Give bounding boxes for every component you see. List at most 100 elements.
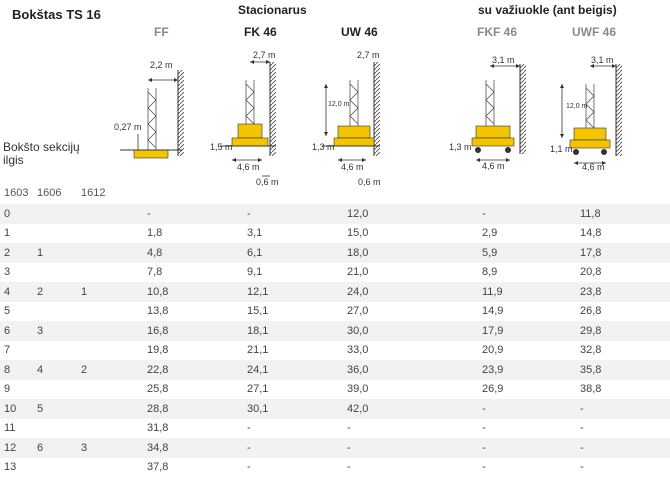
tower-diagrams: 2,2 m 0,27 m 2,7 m 1,5 m 4,6 m 0,6 m [114, 50, 622, 187]
table-cell: 2,9 [482, 223, 580, 243]
table-cell: - [347, 457, 482, 477]
table-cell: - [482, 399, 580, 419]
table-cell: 2 [0, 243, 37, 263]
table-cell: 8 [0, 360, 37, 380]
table-cell: - [482, 204, 580, 224]
table-cell: 1 [81, 282, 147, 302]
row-label: Bokšto sekcijų ilgis [3, 141, 80, 167]
table-cell: 5 [0, 301, 37, 321]
table-cell: 28,8 [147, 399, 247, 419]
table-cell: 2 [37, 282, 81, 302]
table-cell: 34,8 [147, 438, 247, 458]
table-cell: - [147, 204, 247, 224]
table-cell: - [482, 418, 580, 438]
table-cell: 6 [37, 438, 81, 458]
table-cell [37, 223, 81, 243]
col-fkf46: FKF 46 [477, 25, 518, 39]
fkf-base-label: 4,6 m [482, 161, 505, 171]
table-cell [81, 418, 147, 438]
table-cell: 12,1 [247, 282, 347, 302]
table-cell: 4 [0, 282, 37, 302]
uw-base-label: 4,6 m [341, 162, 364, 172]
table-cell: 27,1 [247, 379, 347, 399]
row-label-line1: Bokšto sekcijų [3, 140, 80, 154]
fkf-height-label: 1,3 m [449, 142, 472, 152]
group-mobile: su važiuokle (ant beigis) [478, 3, 617, 17]
table-cell: 4,8 [147, 243, 247, 263]
table-cell: 23,9 [482, 360, 580, 380]
table-cell: 21,0 [347, 262, 482, 282]
table-cell: - [482, 438, 580, 458]
table-cell: 14,8 [580, 223, 670, 243]
table-cell: 1,8 [147, 223, 247, 243]
table-cell [37, 204, 81, 224]
table-row: 7 19,8 21,1 33,0 20,9 32,8 [0, 340, 670, 360]
table-row: 0- -12,0-11,8 [0, 204, 670, 224]
table-row: 8 4 2 22,8 24,1 36,0 23,9 35,8 [0, 360, 670, 380]
uwf-height-label: 1,1 m [550, 144, 573, 154]
table-cell: - [580, 418, 670, 438]
table-cell [37, 379, 81, 399]
table-cell [81, 340, 147, 360]
table-cell: 12,0 [347, 204, 482, 224]
table-cell: 24,0 [347, 282, 482, 302]
table-cell [81, 262, 147, 282]
uw-width-label: 2,7 m [357, 50, 380, 60]
table-cell: 31,8 [147, 418, 247, 438]
table-cell: 3 [81, 438, 147, 458]
page-title: Bokštas TS 16 [12, 7, 101, 22]
table-cell: 23,8 [580, 282, 670, 302]
table-cell: 18,0 [347, 243, 482, 263]
table-cell: 15,0 [347, 223, 482, 243]
height-table: 0- -12,0-11,8 1 1,8 3,1 15,0 2,9 14,8 2 1 4,8 6,1 18… [0, 204, 670, 477]
table-cell: 10 [0, 399, 37, 419]
table-row: 4 2 1 10,8 12,1 24,0 11,9 23,8 [0, 282, 670, 302]
table-cell: 2 [81, 360, 147, 380]
section-1612: 1612 [81, 187, 106, 199]
table-cell: 22,8 [147, 360, 247, 380]
table-cell: 8,9 [482, 262, 580, 282]
table-cell: - [580, 399, 670, 419]
table-cell: 18,1 [247, 321, 347, 341]
table-cell: 15,1 [247, 301, 347, 321]
table-cell: 30,1 [247, 399, 347, 419]
table-cell: 13 [0, 457, 37, 477]
table-cell [81, 243, 147, 263]
table-cell: 29,8 [580, 321, 670, 341]
fk-width-label: 2,7 m [253, 50, 276, 60]
table-cell: 11,9 [482, 282, 580, 302]
table-cell: 1 [37, 243, 81, 263]
table-cell [81, 399, 147, 419]
table-cell: 19,8 [147, 340, 247, 360]
table-cell: 5,9 [482, 243, 580, 263]
table-cell: 17,8 [580, 243, 670, 263]
table-row: 13 37,8- - - - [0, 457, 670, 477]
row-label-line2: ilgis [3, 153, 24, 167]
table-cell: 6,1 [247, 243, 347, 263]
table-cell: 9,1 [247, 262, 347, 282]
table-cell [81, 379, 147, 399]
fk-height-label: 1,5 m [210, 142, 233, 152]
table-cell: 20,9 [482, 340, 580, 360]
table-row: 5 13,8 15,1 27,0 14,9 26,8 [0, 301, 670, 321]
col-uw46: UW 46 [341, 25, 378, 39]
table-cell: 7 [0, 340, 37, 360]
table-cell [81, 204, 147, 224]
table-cell [81, 223, 147, 243]
uwf-width-label: 3,1 m [591, 55, 614, 65]
table-cell: 7,8 [147, 262, 247, 282]
diagram-fk46 [220, 60, 276, 177]
table-cell [37, 340, 81, 360]
table-row: 11 31,8- - - - [0, 418, 670, 438]
uwf-base-label: 4,6 m [582, 162, 605, 172]
table-cell: - [247, 438, 347, 458]
table-cell: 13,8 [147, 301, 247, 321]
table-row: 1 1,8 3,1 15,0 2,9 14,8 [0, 223, 670, 243]
table-cell: 26,9 [482, 379, 580, 399]
table-cell: 11,8 [580, 204, 670, 224]
group-stationary: Stacionarus [238, 3, 307, 17]
table-row: 12 6 3 34,8- - - - [0, 438, 670, 458]
table-cell: 37,8 [147, 457, 247, 477]
table-cell: 32,8 [580, 340, 670, 360]
table-cell [81, 301, 147, 321]
